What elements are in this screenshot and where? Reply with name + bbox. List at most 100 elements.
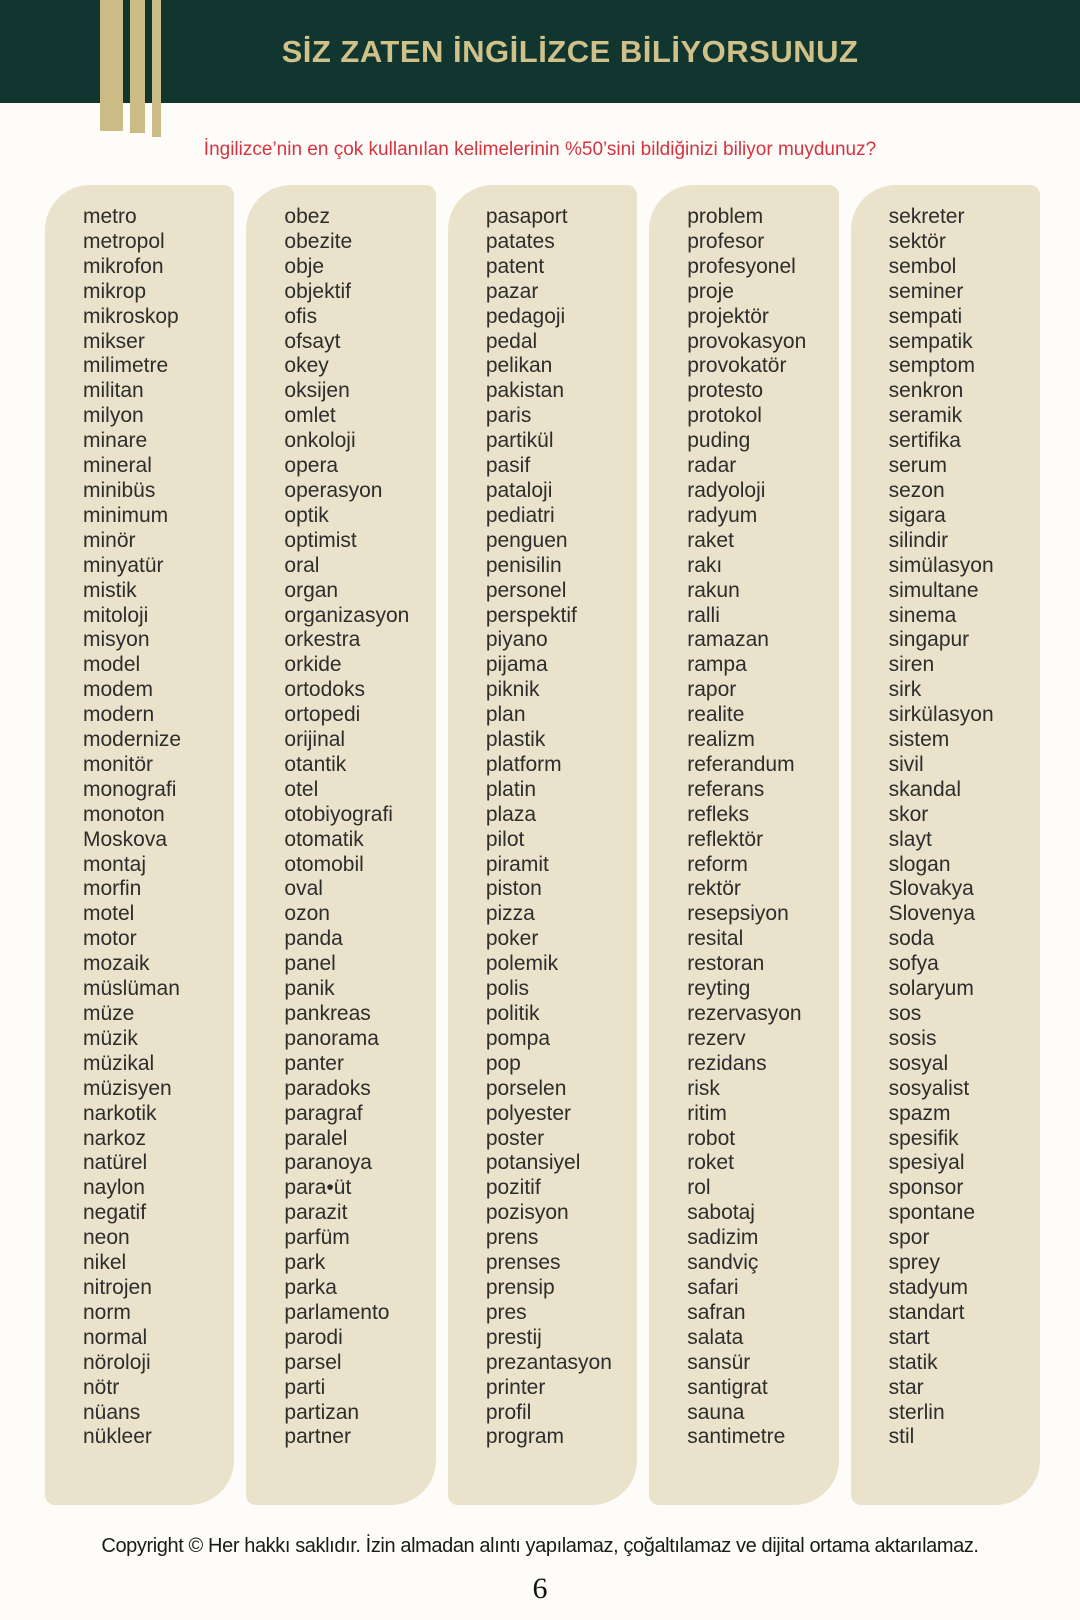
- word-item: rezervasyon: [687, 1002, 802, 1025]
- word-item: mitoloji: [83, 603, 149, 627]
- word-item: negatif: [83, 1201, 147, 1225]
- word-item: minör: [83, 528, 136, 552]
- word-item: sabotaj: [687, 1201, 755, 1225]
- word-item: nöroloji: [83, 1350, 151, 1374]
- word-item: parsel: [284, 1350, 342, 1374]
- word-item: oral: [284, 553, 320, 577]
- word-item: pasif: [485, 454, 531, 478]
- word-item: müze: [83, 1002, 135, 1025]
- word-item: ralli: [687, 603, 720, 627]
- word-item: sponsor: [888, 1176, 964, 1200]
- word-item: sterlin: [888, 1400, 945, 1424]
- word-item: patent: [485, 254, 545, 278]
- word-item: parka: [284, 1275, 337, 1299]
- word-item: serum: [888, 454, 947, 478]
- word-item: müzisyen: [83, 1076, 172, 1100]
- word-item: pozisyon: [485, 1201, 569, 1225]
- word-item: sempati: [888, 304, 963, 328]
- word-item: pompa: [485, 1026, 551, 1050]
- word-item: müzikal: [83, 1051, 155, 1075]
- word-item: park: [284, 1251, 326, 1275]
- word-item: ritim: [687, 1101, 727, 1125]
- word-item: porselen: [485, 1076, 567, 1100]
- word-item: milimetre: [83, 354, 169, 378]
- word-item: sivil: [888, 752, 924, 776]
- word-item: otobiyografi: [284, 802, 393, 826]
- word-item: pedal: [485, 329, 538, 353]
- word-item: minibüs: [83, 478, 156, 502]
- word-item: provokasyon: [687, 329, 807, 353]
- word-item: otomobil: [284, 852, 364, 876]
- word-item: piston: [485, 877, 542, 901]
- word-item: semptom: [888, 354, 975, 378]
- word-item: mikrop: [83, 279, 147, 303]
- word-item: otel: [284, 777, 319, 801]
- word-item: pataloji: [485, 478, 553, 502]
- word-item: panorama: [284, 1026, 379, 1050]
- word-item: ortodoks: [284, 678, 365, 702]
- word-item: potansiyel: [485, 1151, 581, 1175]
- word-item: referans: [687, 777, 765, 801]
- word-item: sirkülasyon: [888, 703, 994, 727]
- word-item: norm: [83, 1300, 131, 1324]
- word-item: organ: [284, 578, 339, 602]
- word-item: parlamento: [284, 1300, 390, 1324]
- word-item: platform: [485, 752, 562, 776]
- word-item: natürel: [83, 1151, 148, 1175]
- word-item: sandviç: [687, 1251, 759, 1275]
- word-item: mineral: [83, 454, 152, 478]
- word-item: safran: [687, 1300, 746, 1324]
- word-item: misyon: [83, 628, 150, 652]
- word-item: pijama: [485, 653, 548, 677]
- word-item: orkestra: [284, 628, 361, 652]
- word-item: protokol: [687, 404, 762, 428]
- word-item: motor: [83, 927, 137, 951]
- word-item: para•üt: [284, 1176, 352, 1200]
- word-item: militan: [83, 379, 144, 403]
- word-item: santigrat: [687, 1375, 768, 1399]
- word-columns: metro metropol mikrofon mikrop mikroskop miks…: [0, 185, 1080, 1506]
- word-item: otantik: [284, 752, 347, 776]
- word-item: soda: [888, 927, 935, 951]
- word-item: senkron: [888, 379, 964, 403]
- word-item: pilot: [485, 827, 525, 851]
- word-item: politik: [485, 1002, 540, 1025]
- word-item: penguen: [485, 528, 568, 552]
- word-item: nitrojen: [83, 1275, 152, 1299]
- word-item: nüans: [83, 1400, 141, 1424]
- word-item: nikel: [83, 1251, 127, 1275]
- word-item: sadizim: [687, 1226, 759, 1250]
- page-number: 6: [532, 1572, 548, 1606]
- word-item: stadyum: [888, 1275, 968, 1299]
- word-item: patates: [485, 229, 555, 253]
- page-title: SİZ ZATEN İNGİLİZCE BİLİYORSUNUZ: [281, 33, 859, 69]
- word-item: mikroskop: [83, 304, 179, 328]
- word-item: siren: [888, 653, 935, 677]
- word-item: pizza: [485, 902, 535, 926]
- word-column-m-n: metro metropol mikrofon mikrop mikroskop miks…: [45, 185, 235, 1506]
- word-item: silindir: [888, 528, 949, 552]
- word-item: refleks: [687, 802, 750, 826]
- word-item: plan: [485, 703, 526, 727]
- word-item: ortopedi: [284, 703, 361, 727]
- word-item: realizm: [687, 728, 755, 752]
- word-item: pedagoji: [485, 304, 566, 328]
- word-item: rapor: [687, 678, 737, 702]
- word-item: montaj: [83, 852, 147, 876]
- word-item: pazar: [485, 279, 539, 303]
- word-item: sektör: [888, 229, 946, 253]
- word-item: reflektör: [687, 827, 764, 851]
- word-item: sansür: [687, 1350, 751, 1374]
- word-item: Moskova: [83, 827, 168, 851]
- word-item: rol: [687, 1176, 711, 1200]
- word-item: narkotik: [83, 1101, 157, 1125]
- word-item: poster: [485, 1126, 545, 1150]
- word-item: orijinal: [284, 728, 346, 752]
- word-item: rakun: [687, 578, 740, 602]
- word-item: prensip: [485, 1275, 555, 1299]
- word-item: operasyon: [284, 478, 383, 502]
- word-item: model: [83, 653, 141, 677]
- word-item: profesor: [687, 229, 765, 253]
- word-item: poker: [485, 927, 539, 951]
- word-item: paragraf: [284, 1101, 363, 1125]
